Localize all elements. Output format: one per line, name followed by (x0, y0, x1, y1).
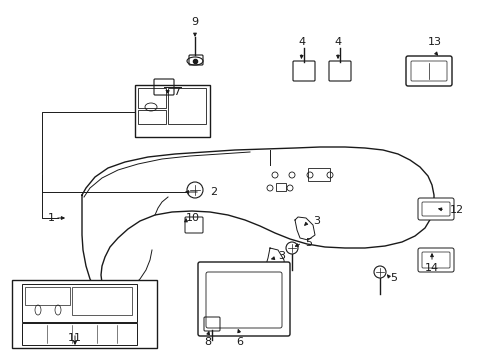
Text: 6: 6 (236, 337, 243, 347)
Text: 11: 11 (68, 333, 82, 343)
Text: 8: 8 (204, 337, 211, 347)
Bar (168, 88, 205, 124)
Text: 3: 3 (278, 251, 285, 261)
Text: 7: 7 (173, 87, 180, 97)
Text: 5: 5 (305, 238, 311, 248)
Text: 3: 3 (312, 216, 319, 226)
Bar (25, 287, 70, 305)
Bar (22, 284, 137, 322)
Text: 5: 5 (389, 273, 396, 283)
Bar (72, 287, 132, 315)
Bar (275, 183, 285, 191)
FancyBboxPatch shape (417, 248, 453, 272)
Bar (138, 110, 165, 124)
Text: 4: 4 (298, 37, 305, 47)
Bar (307, 168, 329, 181)
Bar (12, 280, 157, 348)
Bar (138, 88, 165, 108)
FancyBboxPatch shape (198, 262, 289, 336)
Text: 10: 10 (185, 213, 200, 223)
Text: 2: 2 (209, 187, 217, 197)
Text: 1: 1 (48, 213, 55, 223)
FancyBboxPatch shape (417, 198, 453, 220)
FancyBboxPatch shape (405, 56, 451, 86)
Text: 13: 13 (427, 37, 441, 47)
Text: 14: 14 (424, 263, 438, 273)
Text: 12: 12 (449, 205, 463, 215)
Text: 9: 9 (191, 17, 198, 27)
Bar (135, 85, 209, 137)
Text: 4: 4 (334, 37, 341, 47)
Bar (22, 323, 137, 345)
